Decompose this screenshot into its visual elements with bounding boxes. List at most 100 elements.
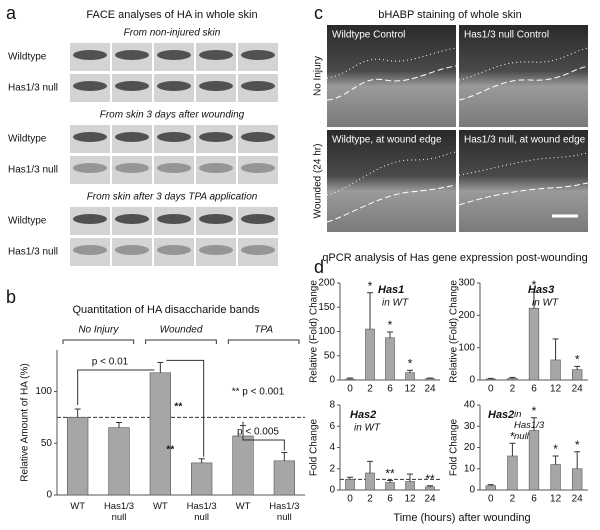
x-tick-label: Has1/3 null [186, 501, 217, 523]
blot-band [73, 245, 107, 255]
blot-band [199, 245, 233, 255]
bar [365, 328, 375, 381]
bar [485, 485, 496, 491]
x-tick-label: 12 [550, 494, 562, 505]
bar [108, 427, 130, 496]
blot-band [241, 132, 275, 142]
gene-label: Has1 [378, 284, 404, 296]
blot-band [115, 214, 149, 224]
y-tick-label: 150 [318, 302, 335, 313]
x-tick-label: 24 [424, 494, 436, 505]
x-tick-label: 2 [510, 384, 516, 395]
gene-label: Has3 [528, 284, 554, 296]
y-tick-label: 100 [458, 342, 475, 353]
bar [572, 468, 583, 491]
y-axis-label: Fold Change [449, 418, 460, 476]
outline [458, 152, 589, 176]
comparison-arrow [242, 421, 285, 451]
bar [232, 435, 254, 496]
y-tick-label: 8 [329, 400, 335, 411]
significance: ** [425, 472, 435, 486]
blot-band [199, 132, 233, 142]
gene-subtitle: in WT [532, 298, 559, 309]
blot-band [115, 50, 149, 60]
group-label: No Injury [78, 325, 119, 336]
bar [67, 417, 89, 496]
micrograph [327, 25, 456, 127]
bar [550, 359, 561, 381]
x-tick-label: 24 [572, 494, 584, 505]
blot-band [73, 132, 107, 142]
x-tick-label: 0 [488, 494, 494, 505]
row-label: Wildtype [8, 216, 47, 227]
group-bracket [62, 339, 135, 344]
gene-label: Has2 [350, 409, 376, 421]
bar [425, 486, 435, 491]
row-label: Wounded (24 hr) [313, 144, 324, 219]
image-label: Has1/3 null, at wound edge [464, 135, 586, 146]
x-tick-label: 0 [347, 384, 353, 395]
x-tick-label: 6 [531, 494, 537, 505]
gene-subtitle: in WT [354, 423, 381, 434]
y-tick-label: 100 [318, 326, 335, 337]
group-label: Wounded [160, 325, 203, 336]
panel-title: FACE analyses of HA in whole skin [86, 9, 257, 21]
bar [405, 372, 415, 381]
x-tick-label: WT [152, 501, 168, 512]
annotation: p < 0.01 [92, 357, 129, 368]
y-axis-label: Relative (Fold) Change [309, 280, 320, 383]
x-tick-label: 2 [367, 494, 373, 505]
panel-title: qPCR analysis of Has gene expression pos… [322, 252, 587, 264]
row-label: Has1/3 null [8, 247, 58, 258]
row-label: Has1/3 null [8, 165, 58, 176]
comparison-arrow [166, 359, 205, 457]
y-tick-label: 300 [458, 278, 475, 289]
significance: * [553, 442, 558, 456]
bar [273, 460, 295, 496]
blot-band [157, 163, 191, 173]
panel-title: bHABP staining of whole skin [378, 9, 522, 21]
y-tick-label: 6 [329, 421, 335, 432]
bar [385, 482, 395, 491]
x-tick-label: 0 [347, 494, 353, 505]
y-tick-label: 50 [324, 350, 336, 361]
bar [485, 378, 496, 381]
x-tick-label: Has1/3 null [103, 501, 135, 523]
bar [425, 378, 435, 381]
annotation: ** p < 0.001 [232, 387, 285, 398]
gene-label: Has2 [488, 409, 514, 421]
outline [326, 65, 457, 101]
significance: * [388, 318, 393, 332]
blot-band [199, 81, 233, 91]
x-tick-label: 12 [550, 384, 562, 395]
x-tick-label: 24 [572, 384, 584, 395]
chart-title: Quantitation of HA disaccharide bands [72, 304, 260, 316]
blot-band [73, 214, 107, 224]
annotation: ** [166, 445, 174, 456]
blot-band [241, 245, 275, 255]
y-axis-label: Relative (Fold) Change [449, 280, 460, 383]
x-tick-label: WT [235, 501, 251, 512]
row-label: Has1/3 null [8, 83, 58, 94]
row-label: No Injury [313, 56, 324, 96]
bar [507, 378, 518, 381]
blot-band [115, 81, 149, 91]
micrograph [327, 130, 456, 232]
section-subtitle: From skin 3 days after wounding [100, 110, 245, 121]
blot-band [241, 81, 275, 91]
blot-band [73, 50, 107, 60]
comparison-arrow [77, 369, 155, 406]
blot-band [73, 163, 107, 173]
blot-band [199, 163, 233, 173]
group-label: TPA [254, 325, 273, 336]
x-tick-label: 2 [510, 494, 516, 505]
bar [528, 307, 540, 381]
group-bracket [145, 339, 217, 344]
blot-band [199, 50, 233, 60]
blot-band [115, 163, 149, 173]
bar [385, 337, 395, 381]
blot-band [241, 50, 275, 60]
x-tick-label: 12 [404, 384, 416, 395]
blot-band [157, 50, 191, 60]
